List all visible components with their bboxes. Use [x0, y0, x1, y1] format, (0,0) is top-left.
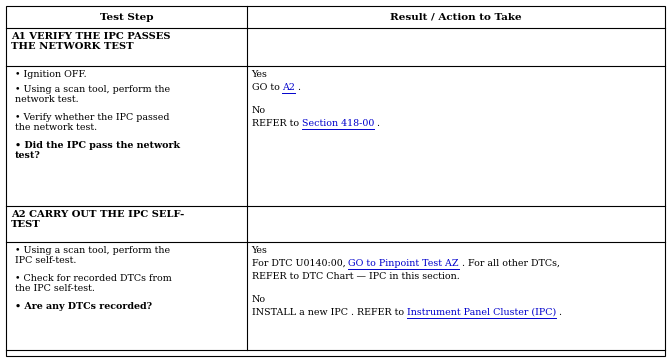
Text: Test Step: Test Step — [99, 13, 153, 21]
Text: No: No — [252, 295, 266, 304]
Text: .: . — [374, 119, 380, 128]
Text: Instrument Panel Cluster (IPC): Instrument Panel Cluster (IPC) — [407, 308, 556, 317]
Text: .: . — [295, 83, 301, 92]
Text: • Using a scan tool, perform the
network test.: • Using a scan tool, perform the network… — [15, 85, 170, 104]
Text: • Did the IPC pass the network
test?: • Did the IPC pass the network test? — [15, 141, 180, 160]
Text: A2 CARRY OUT THE IPC SELF-
TEST: A2 CARRY OUT THE IPC SELF- TEST — [11, 210, 185, 230]
Text: Section 418-00: Section 418-00 — [302, 119, 374, 128]
Text: A1 VERIFY THE IPC PASSES
THE NETWORK TEST: A1 VERIFY THE IPC PASSES THE NETWORK TES… — [11, 32, 170, 51]
Text: REFER to DTC Chart — IPC in this section.: REFER to DTC Chart — IPC in this section… — [252, 272, 459, 281]
Text: • Verify whether the IPC passed
the network test.: • Verify whether the IPC passed the netw… — [15, 113, 170, 132]
Text: • Ignition OFF.: • Ignition OFF. — [15, 70, 87, 79]
Text: GO to Pinpoint Test AZ: GO to Pinpoint Test AZ — [348, 259, 459, 268]
Text: • Using a scan tool, perform the
IPC self-test.: • Using a scan tool, perform the IPC sel… — [15, 246, 170, 265]
Text: INSTALL a new IPC . REFER to: INSTALL a new IPC . REFER to — [252, 308, 407, 317]
Text: A2: A2 — [282, 83, 295, 92]
Text: No: No — [252, 106, 266, 115]
Text: . For all other DTCs,: . For all other DTCs, — [459, 259, 560, 268]
Text: .: . — [556, 308, 562, 317]
Text: Result / Action to Take: Result / Action to Take — [390, 13, 521, 21]
Text: • Check for recorded DTCs from
the IPC self-test.: • Check for recorded DTCs from the IPC s… — [15, 274, 172, 293]
Text: Yes: Yes — [252, 70, 268, 79]
Text: Yes: Yes — [252, 246, 268, 255]
Text: For DTC U0140:00,: For DTC U0140:00, — [252, 259, 348, 268]
Text: • Are any DTCs recorded?: • Are any DTCs recorded? — [15, 302, 152, 311]
Text: GO to: GO to — [252, 83, 282, 92]
Text: REFER to: REFER to — [252, 119, 302, 128]
